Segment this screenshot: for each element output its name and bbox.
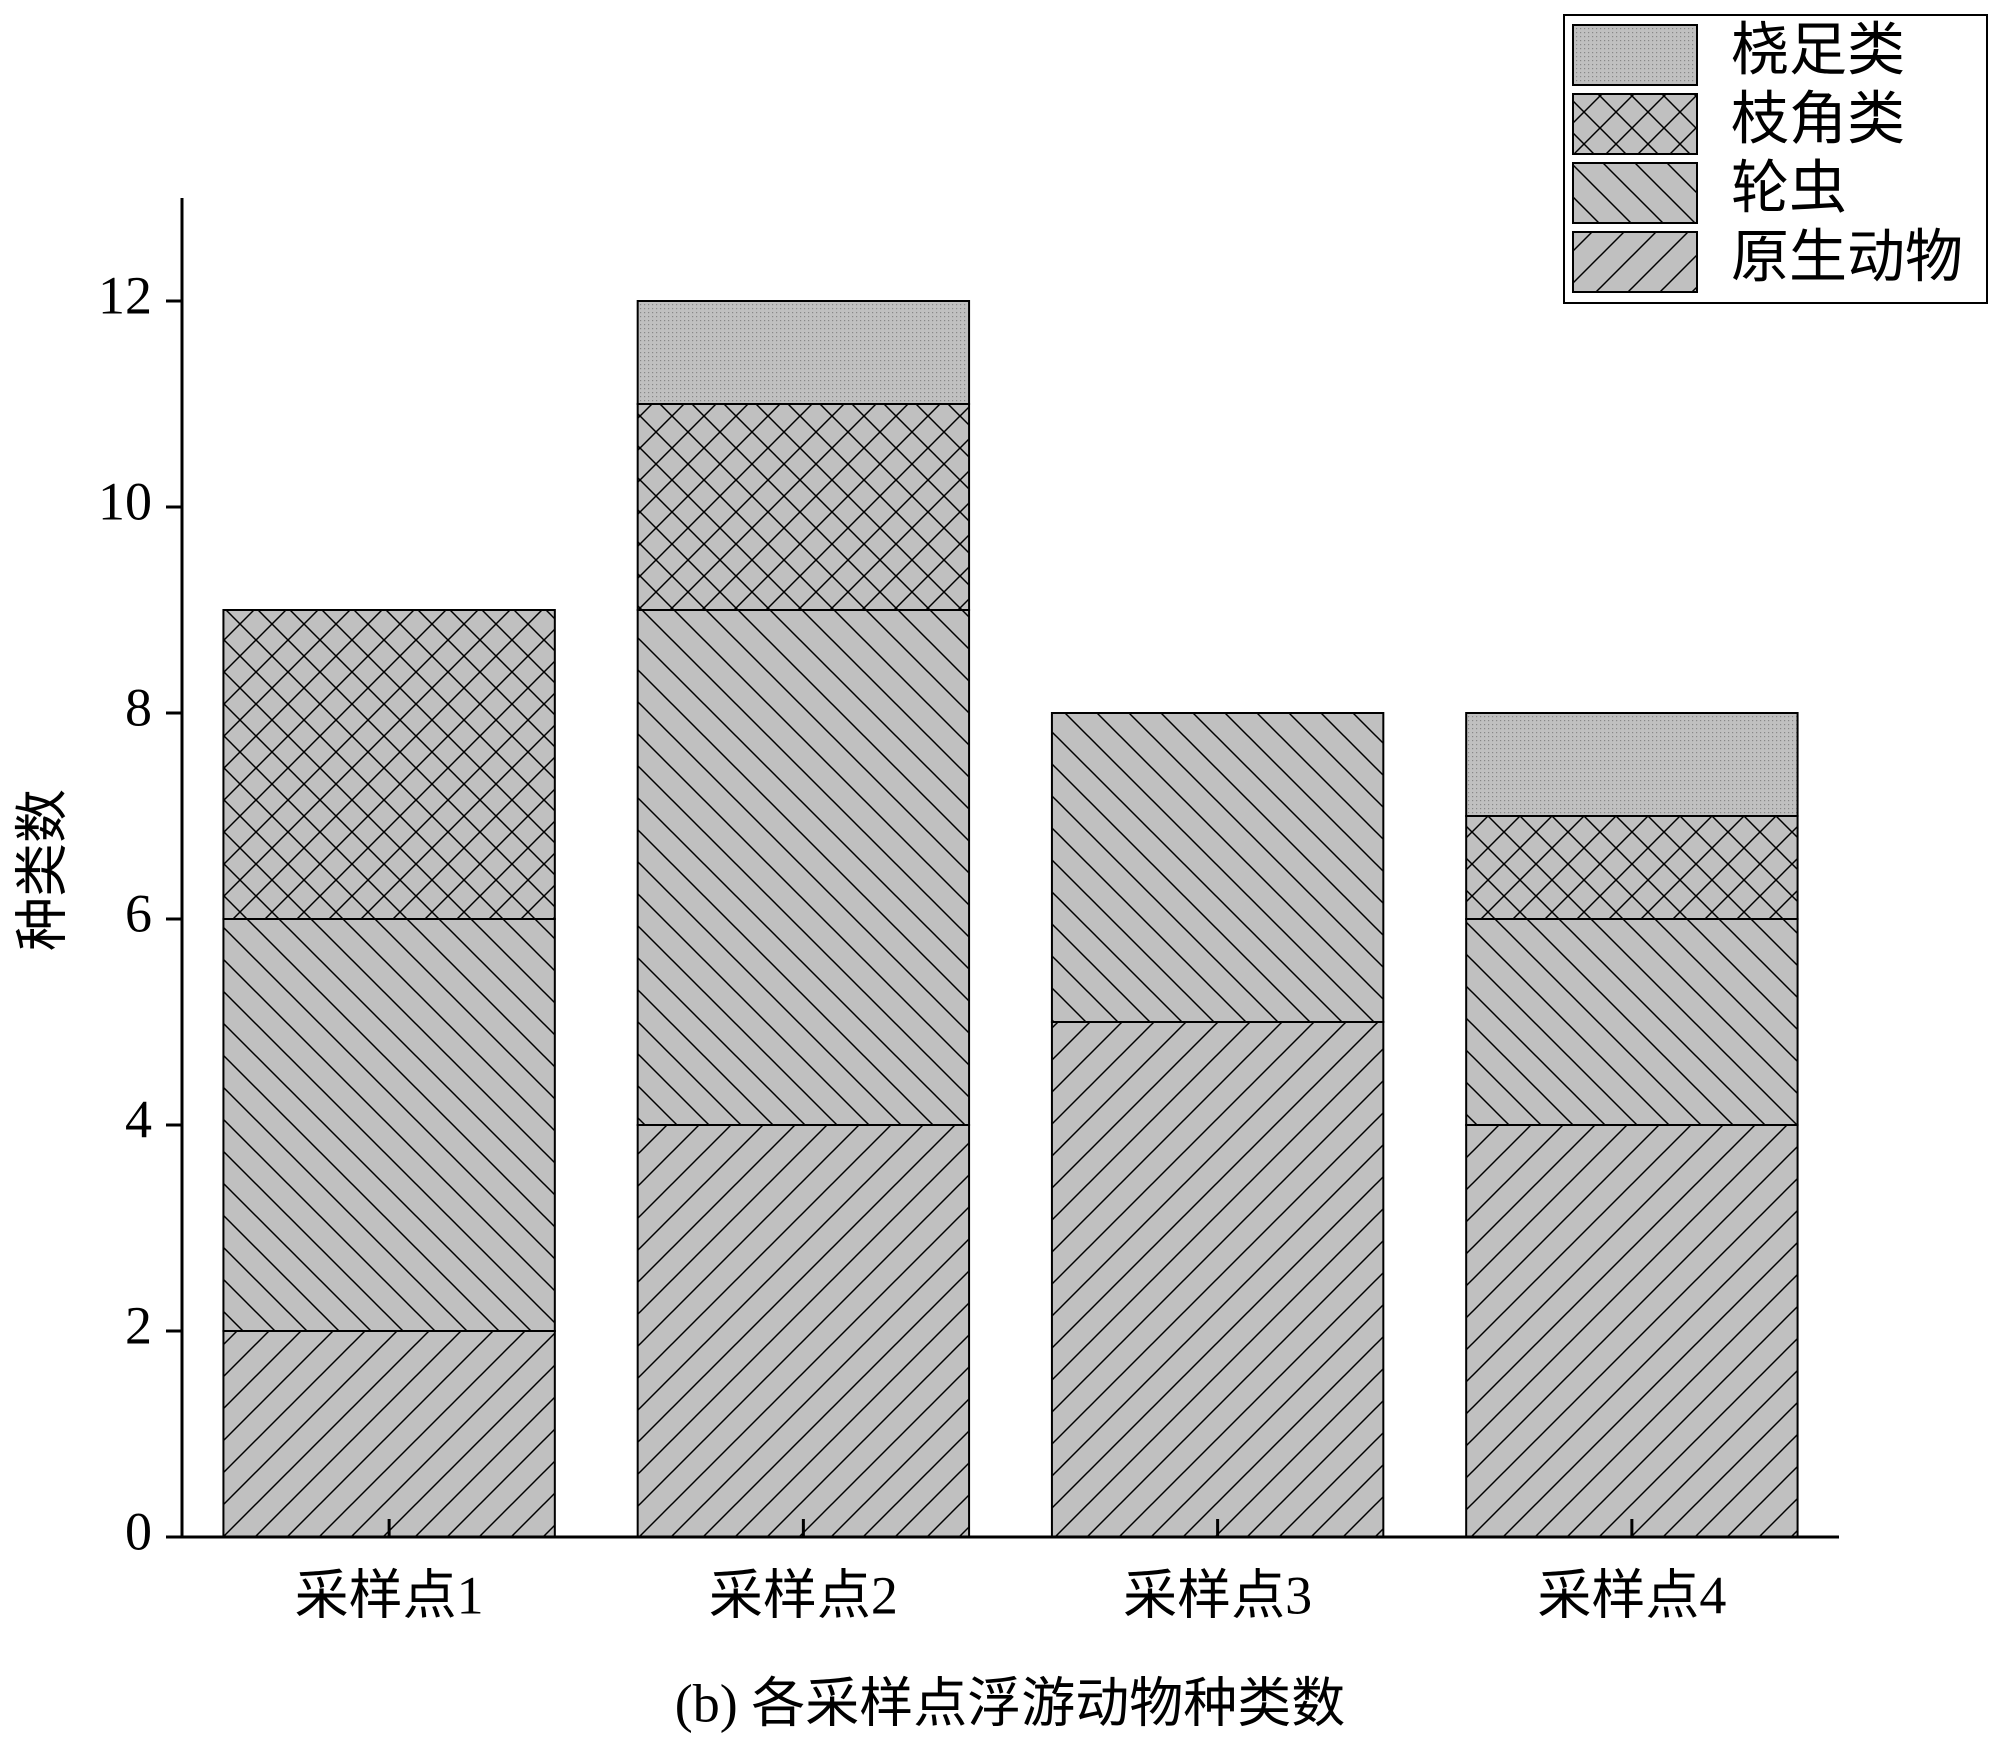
- bar-segment: [636, 403, 971, 611]
- legend-swatch: [1572, 24, 1698, 86]
- legend-swatch: [1572, 162, 1698, 224]
- y-tick-label: 12: [98, 265, 152, 325]
- bar-segment: [1050, 712, 1385, 1023]
- x-tick-label: 采样点4: [1537, 1565, 1726, 1625]
- bar-segment: [1050, 1021, 1385, 1538]
- bar-segment: [222, 918, 556, 1332]
- legend-swatch: [1572, 93, 1698, 155]
- legend-label: 枝角类: [1731, 86, 1905, 151]
- bar-segment: [1465, 815, 1799, 920]
- bar-segment: [222, 609, 556, 920]
- y-axis-label: 种类数: [12, 789, 72, 951]
- x-tick-label: 采样点3: [1123, 1565, 1312, 1625]
- bar-segment: [636, 300, 971, 405]
- bar-segment: [1465, 918, 1799, 1126]
- bar-segment: [636, 1124, 971, 1538]
- y-tick-label: 0: [125, 1501, 152, 1561]
- legend-label: 轮虫: [1731, 155, 1847, 220]
- y-tick-label: 6: [125, 883, 152, 943]
- legend-label: 桡足类: [1731, 17, 1905, 82]
- y-tick-label: 2: [125, 1295, 152, 1355]
- x-tick-label: 采样点2: [709, 1565, 898, 1625]
- y-tick-label: 8: [125, 677, 152, 737]
- bar-segment: [222, 1330, 556, 1538]
- y-tick-label: 4: [125, 1089, 152, 1149]
- bar-segment: [636, 609, 971, 1126]
- legend-label: 原生动物: [1731, 224, 1963, 289]
- chart-title: (b) 各采样点浮游动物种类数: [675, 1673, 1345, 1733]
- bar-segment: [1465, 1124, 1799, 1538]
- y-tick-label: 10: [98, 471, 152, 531]
- legend-swatch: [1572, 231, 1698, 293]
- x-tick-label: 采样点1: [295, 1565, 484, 1625]
- bar-segment: [1465, 712, 1799, 817]
